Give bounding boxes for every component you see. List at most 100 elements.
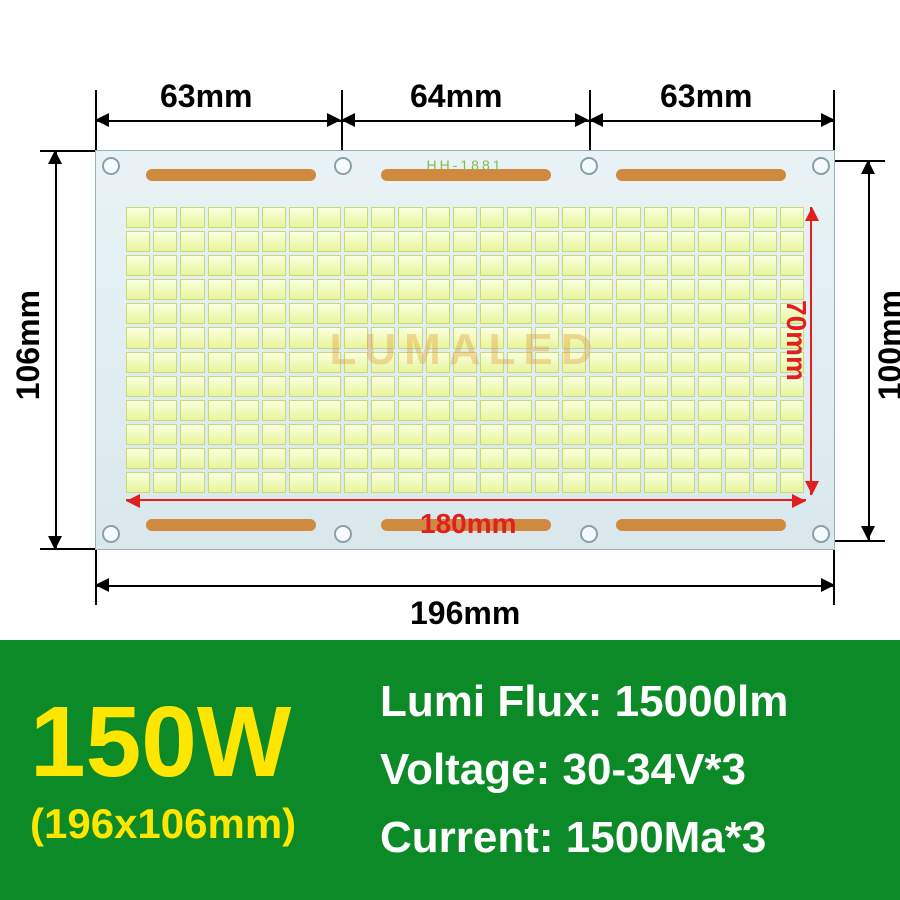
led-chip — [535, 327, 559, 348]
led-chip — [453, 207, 477, 228]
led-chip — [208, 255, 232, 276]
led-chip — [153, 472, 177, 493]
led-chip — [208, 448, 232, 469]
led-chip — [753, 327, 777, 348]
led-chip — [398, 376, 422, 397]
led-chip — [671, 448, 695, 469]
mount-hole — [334, 525, 352, 543]
led-chip — [780, 472, 804, 493]
led-chip — [507, 472, 531, 493]
led-chip — [398, 472, 422, 493]
dim-line-bottom — [95, 585, 835, 587]
led-chip — [453, 255, 477, 276]
arrow-tip — [821, 113, 835, 127]
led-chip — [153, 207, 177, 228]
led-chip — [507, 327, 531, 348]
led-chip — [153, 279, 177, 300]
led-chip — [453, 448, 477, 469]
led-chip — [453, 327, 477, 348]
led-chip — [262, 352, 286, 373]
led-chip — [562, 448, 586, 469]
led-chip — [671, 352, 695, 373]
arrow-tip — [805, 207, 819, 221]
led-chip — [562, 303, 586, 324]
led-chip — [453, 303, 477, 324]
led-chip — [507, 303, 531, 324]
led-chip — [562, 400, 586, 421]
led-chip — [344, 231, 368, 252]
led-chip — [426, 231, 450, 252]
led-chip — [753, 472, 777, 493]
led-chip — [616, 231, 640, 252]
led-chip — [289, 352, 313, 373]
led-chip — [753, 400, 777, 421]
led-chip — [780, 400, 804, 421]
mount-hole — [580, 157, 598, 175]
led-chip — [262, 472, 286, 493]
led-chip — [235, 207, 259, 228]
led-chip — [235, 400, 259, 421]
led-chip — [480, 448, 504, 469]
led-chip — [398, 327, 422, 348]
led-chip — [725, 231, 749, 252]
arrow-tip — [575, 113, 589, 127]
led-chip — [535, 376, 559, 397]
led-chip — [753, 352, 777, 373]
led-chip — [344, 472, 368, 493]
led-chip — [208, 472, 232, 493]
led-chip — [180, 448, 204, 469]
led-chip — [262, 400, 286, 421]
led-chip — [507, 255, 531, 276]
led-chip — [289, 376, 313, 397]
led-chip — [126, 255, 150, 276]
led-chip — [753, 448, 777, 469]
led-chip — [725, 207, 749, 228]
led-chip — [616, 472, 640, 493]
led-chip — [262, 255, 286, 276]
led-chip — [262, 376, 286, 397]
led-chip — [180, 303, 204, 324]
led-chip — [780, 231, 804, 252]
led-chip — [426, 352, 450, 373]
led-chip — [235, 376, 259, 397]
led-chip — [317, 255, 341, 276]
led-chip — [535, 303, 559, 324]
led-chip — [535, 448, 559, 469]
led-chip — [753, 303, 777, 324]
led-chip — [153, 303, 177, 324]
arrow-tip — [48, 150, 62, 164]
led-chip — [317, 376, 341, 397]
led-chip — [180, 472, 204, 493]
led-chip — [507, 231, 531, 252]
arrow-tip — [48, 536, 62, 550]
led-chip — [535, 352, 559, 373]
arrow-tip — [341, 113, 355, 127]
led-chip — [398, 424, 422, 445]
copper-trace — [616, 169, 786, 181]
arrow-tip — [95, 113, 109, 127]
led-chip — [344, 352, 368, 373]
led-chip — [753, 231, 777, 252]
led-chip — [235, 303, 259, 324]
led-chip — [317, 472, 341, 493]
led-chip — [317, 400, 341, 421]
led-chip — [507, 400, 531, 421]
led-chip — [671, 255, 695, 276]
led-chip — [671, 376, 695, 397]
led-chip — [426, 279, 450, 300]
led-chip — [235, 279, 259, 300]
led-chip — [126, 352, 150, 373]
led-chip — [644, 327, 668, 348]
led-chip — [535, 400, 559, 421]
led-chip — [725, 303, 749, 324]
spec-current: Current: 1500Ma*3 — [380, 804, 870, 872]
led-chip — [208, 231, 232, 252]
mount-hole — [102, 525, 120, 543]
led-chip — [371, 424, 395, 445]
led-chip — [753, 376, 777, 397]
dim-bottom-total: 196mm — [410, 595, 520, 632]
dimensions-value: (196x106mm) — [30, 800, 380, 848]
led-chip — [262, 231, 286, 252]
led-chip — [126, 207, 150, 228]
led-chip — [235, 327, 259, 348]
